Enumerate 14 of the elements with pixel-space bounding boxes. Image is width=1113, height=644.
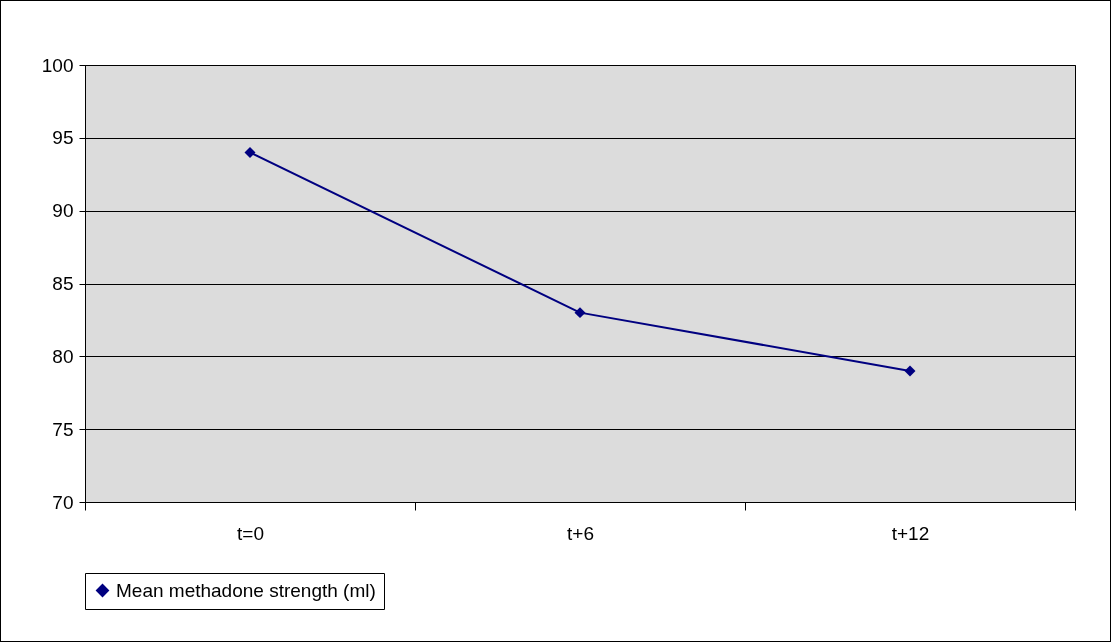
y-tick-label: 95 [52,127,74,149]
y-tick-label: 100 [41,54,74,76]
x-tick-label: t+12 [891,522,930,544]
point [244,146,256,158]
legend-label: Mean methadone strength (ml) [116,579,376,601]
point [904,365,916,377]
y-tick-label: 85 [52,273,74,294]
x-tick-label: t=0 [237,522,264,544]
y-tick-label: 80 [52,345,74,367]
y-tick-label: 90 [52,200,74,222]
point [574,307,586,319]
x-tick-label: t+6 [567,522,594,544]
y-tick-label: 70 [52,491,74,513]
y-tick-label: 75 [52,418,74,440]
